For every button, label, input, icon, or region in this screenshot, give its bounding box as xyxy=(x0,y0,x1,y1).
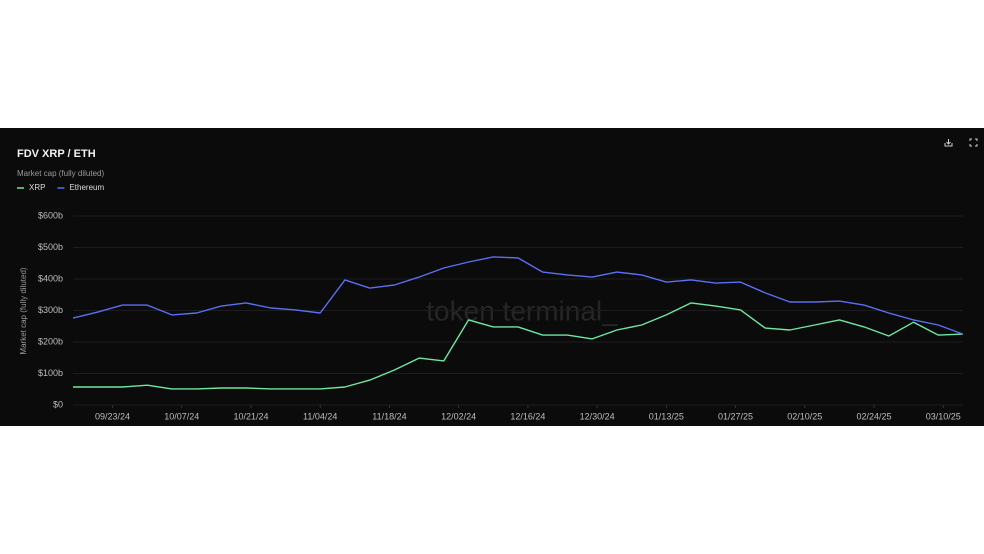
series-line xyxy=(73,302,964,390)
x-tick-label: 12/30/24 xyxy=(580,411,615,421)
chart-title: FDV XRP / ETH xyxy=(17,148,96,160)
x-tick-label: 03/10/25 xyxy=(926,411,961,421)
chart-subtitle: Market cap (fully diluted) xyxy=(17,169,104,178)
x-tick-label: 10/07/24 xyxy=(164,411,199,421)
x-tick-label: 11/18/24 xyxy=(372,411,406,421)
legend-label: Ethereum xyxy=(69,183,104,192)
series-line xyxy=(72,256,964,335)
x-tick-label: 02/24/25 xyxy=(856,411,891,421)
download-button[interactable] xyxy=(944,139,953,147)
x-tick-label: 02/10/25 xyxy=(787,411,822,421)
x-tick-label: 12/02/24 xyxy=(441,411,476,421)
y-tick-label: $400b xyxy=(38,273,63,283)
x-tick-label: 01/13/25 xyxy=(649,411,684,421)
x-tick-label: 10/21/24 xyxy=(233,411,268,421)
legend-label: XRP xyxy=(29,183,45,192)
y-tick-label: $0 xyxy=(53,399,63,409)
y-tick-label: $600b xyxy=(38,210,63,220)
x-tick-label: 01/27/25 xyxy=(718,411,753,421)
x-tick-label: 12/16/24 xyxy=(510,411,545,421)
y-tick-label: $100b xyxy=(38,368,63,378)
y-axis-label: Market cap (fully diluted) xyxy=(19,267,28,354)
y-tick-label: $500b xyxy=(38,242,63,252)
panel xyxy=(0,128,984,426)
y-tick-label: $300b xyxy=(38,305,63,315)
y-tick-label: $200b xyxy=(38,336,63,346)
expand-button[interactable] xyxy=(969,138,978,147)
x-tick-label: 09/23/24 xyxy=(95,411,130,421)
x-tick-label: 11/04/24 xyxy=(303,411,337,421)
